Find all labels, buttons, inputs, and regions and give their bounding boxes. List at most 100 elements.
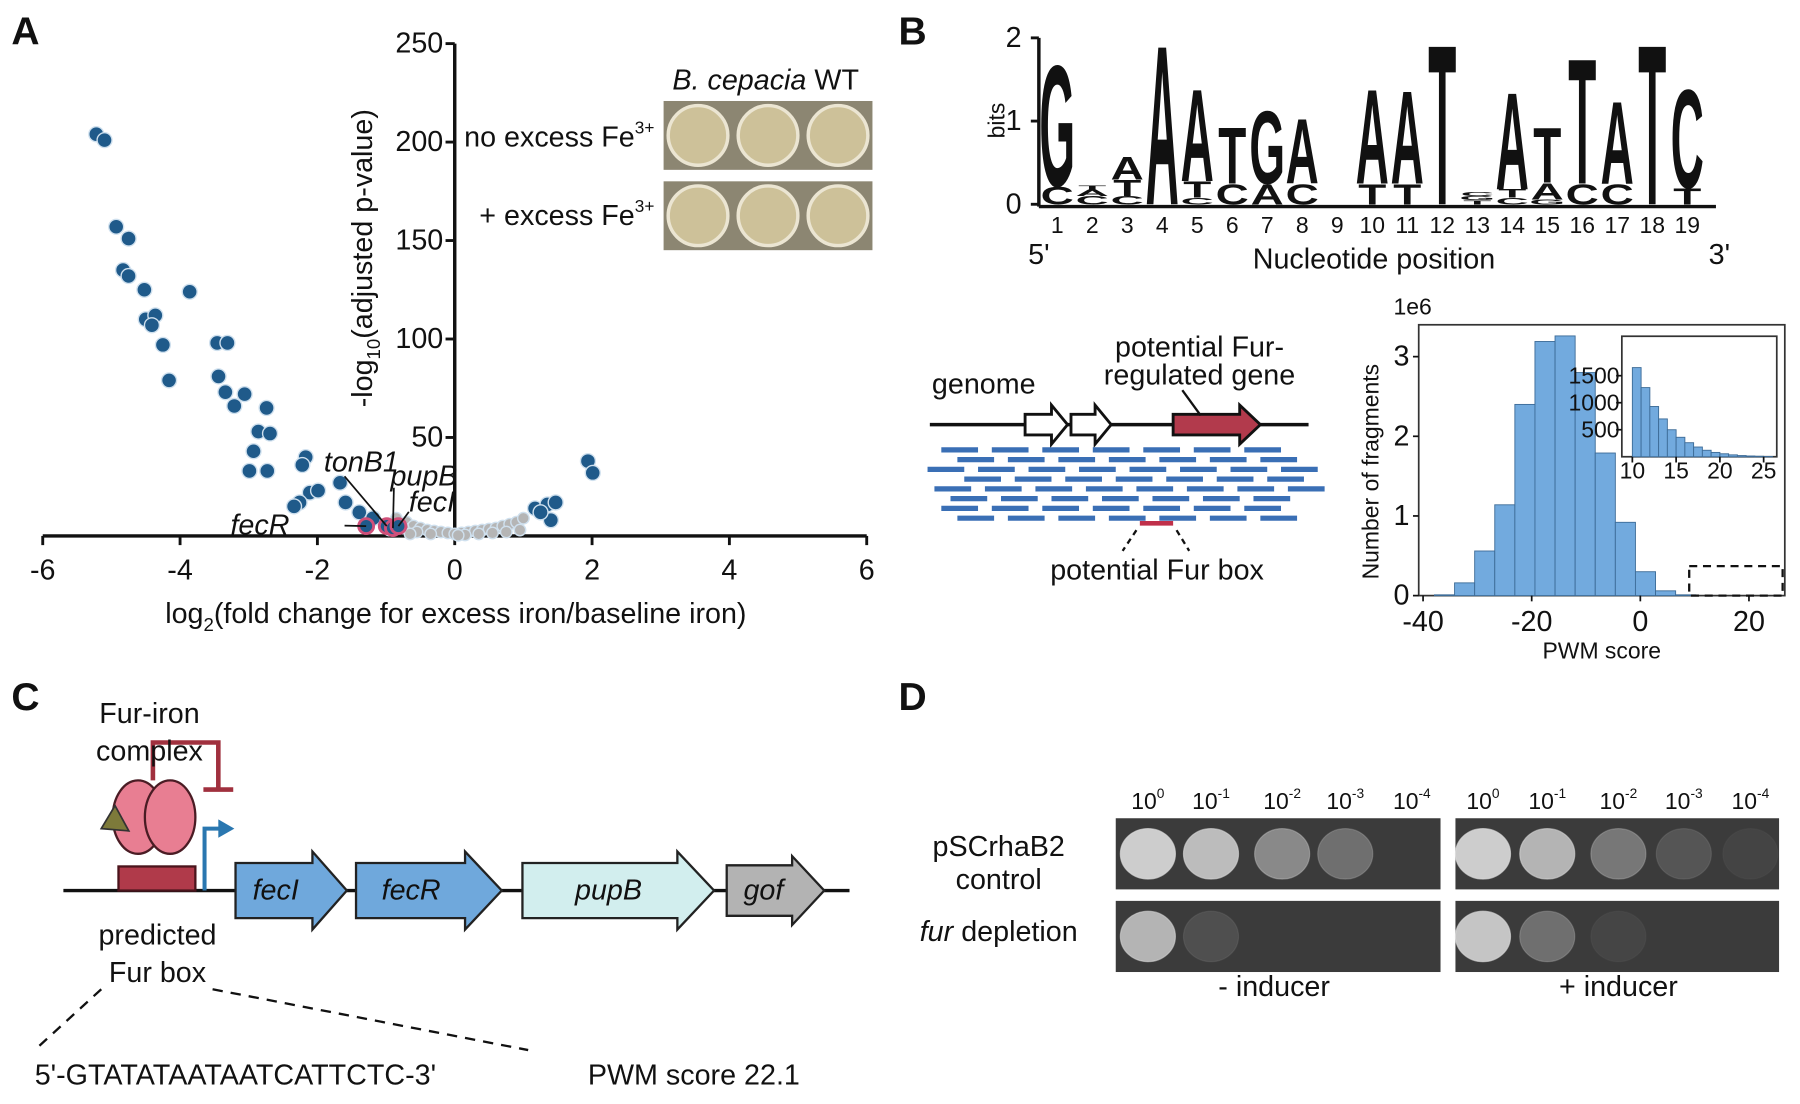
logo-letter: C (1286, 179, 1319, 211)
point-ns (486, 526, 499, 540)
x-tick-label: 7 (1261, 212, 1274, 238)
gene-name: pupB (574, 875, 642, 907)
strand-end: 5' (1028, 239, 1049, 271)
x-tick-label: -4 (167, 554, 193, 586)
logo-letter: G (1529, 198, 1565, 206)
x-tick-label: 3 (1121, 212, 1134, 238)
bar (1514, 403, 1536, 597)
x-axis-label-part: 2 (204, 614, 214, 635)
bar (1474, 550, 1496, 597)
dilution-label-part: 10 (1326, 788, 1352, 814)
fur-protein (143, 779, 197, 855)
dilution-label: 10-3 (1326, 786, 1364, 814)
point (236, 385, 253, 403)
x-tick-label: 18 (1639, 212, 1665, 238)
dilution-label-part: -4 (1757, 786, 1770, 801)
logo-letter: G (1459, 195, 1495, 202)
x-tick-label: 14 (1499, 212, 1525, 238)
bar (1534, 341, 1556, 597)
y-axis-label-part: -log (347, 359, 379, 407)
logo-letter: A (1531, 178, 1564, 204)
inset-title: B. cepacia WT (672, 64, 859, 96)
bar (1710, 451, 1721, 458)
bar (1728, 454, 1738, 458)
box-label: potential Fur box (1050, 554, 1264, 586)
promoter-head (218, 819, 235, 838)
x-tick-label: -20 (1511, 606, 1552, 638)
dilution-label-part: -1 (1218, 786, 1230, 801)
dilution-label-part: -4 (1418, 786, 1431, 801)
point-ns (403, 527, 417, 541)
logo-letter: A (1076, 188, 1109, 198)
x-tick-label: 5 (1191, 212, 1204, 238)
iron (99, 803, 131, 832)
label-leader (397, 511, 410, 527)
dilution-label: 100 (1131, 786, 1165, 814)
logo-letter: C (1076, 194, 1109, 207)
row-label: fur depletion (920, 916, 1078, 948)
gene-arrow (1023, 401, 1070, 449)
point (584, 464, 601, 482)
logo-letter: T (1218, 110, 1246, 201)
dilution-label-part: -2 (1625, 786, 1637, 801)
y-tick-label: 2 (1006, 22, 1022, 54)
row-label: control (956, 864, 1042, 896)
point-ns (513, 523, 527, 537)
point (532, 504, 549, 521)
gene-arrow (521, 848, 716, 933)
condition-label: + inducer (1559, 971, 1678, 1003)
point (351, 504, 368, 521)
point (120, 267, 137, 285)
y-axis-label-part: (adjusted p-value) (347, 109, 379, 339)
logo-letter: A (1391, 65, 1424, 213)
spot (1519, 828, 1576, 880)
row-label: pSCrhaB2 (933, 831, 1065, 863)
x-axis-label-part: log (165, 598, 203, 630)
logo-letter: C (1496, 196, 1529, 206)
row-label-part: depletion (961, 916, 1077, 948)
dilution-label: 10-4 (1731, 786, 1769, 814)
dilution-label: 10-4 (1393, 786, 1431, 814)
x-tick-label: 10 (1359, 212, 1385, 238)
spots (1119, 828, 1779, 963)
label-leader (343, 475, 388, 527)
reads (927, 447, 1325, 521)
point (226, 397, 243, 415)
x-axis-label-part: (fold change for excess iron/baseline ir… (214, 598, 747, 630)
dilution-label-part: 0 (1157, 786, 1165, 801)
zoom-box (1688, 564, 1784, 597)
condition-label-part: 3+ (635, 118, 655, 138)
sequence: 5'-GTATATAATAATCATTCTC-3' (35, 1059, 436, 1091)
bar (1594, 452, 1616, 597)
logo-letter: T (1393, 179, 1422, 211)
dilution-label-part: 10 (1131, 788, 1157, 814)
dilution-label: 10-2 (1263, 786, 1301, 814)
y-axis-label-part: 10 (363, 339, 384, 360)
point (120, 230, 137, 247)
logo-letter: C (1601, 179, 1634, 211)
bar (1666, 429, 1677, 458)
logo-letter: T (1673, 183, 1701, 209)
spot (1590, 828, 1647, 880)
bar (1684, 442, 1695, 458)
logo-letter: T (1533, 112, 1561, 200)
logo-letter: T (1428, 0, 1456, 253)
y-tick-label: 150 (395, 225, 443, 257)
y-multiplier: 1e6 (1393, 293, 1431, 319)
panel-label: D (899, 676, 927, 719)
logo-letter: T (1463, 199, 1491, 206)
dilution-label-part: 10 (1600, 788, 1626, 814)
logo-letter: A (1251, 179, 1284, 211)
promoter (202, 826, 221, 891)
x-tick-label: 15 (1534, 212, 1560, 238)
y-tick-label: 1 (1006, 105, 1022, 137)
point (309, 482, 327, 499)
dilution-label-part: 10 (1528, 788, 1554, 814)
spot (1655, 828, 1712, 880)
spot (1722, 828, 1779, 880)
fur-box (117, 865, 197, 892)
dilution-label-part: -2 (1289, 786, 1301, 801)
row-label-part: fur (920, 916, 955, 948)
logo-letter: G (1249, 90, 1285, 206)
gene-arrow (725, 853, 826, 928)
